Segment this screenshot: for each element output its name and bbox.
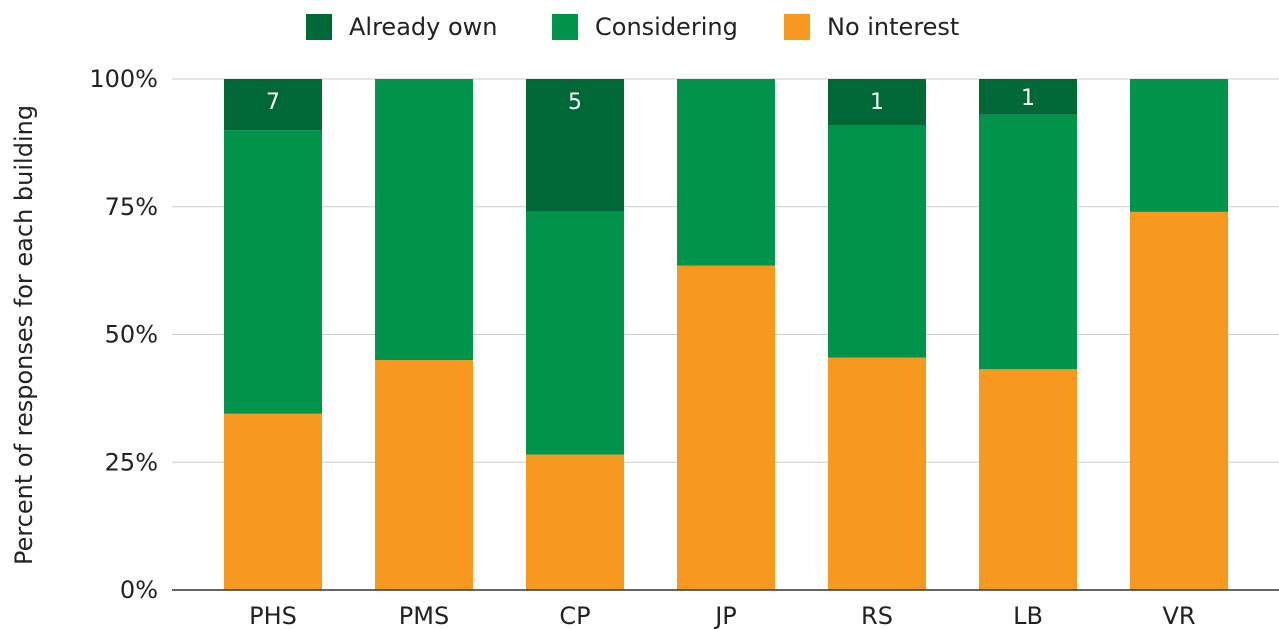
y-axis: 0% 25% 50% 75% 100% — [89, 65, 158, 604]
bar-group-pms — [375, 79, 473, 590]
x-tick-label-pms: PMS — [399, 602, 449, 629]
legend-label: Already own — [349, 13, 498, 41]
x-axis: PHS PMS CP JP RS LB VR — [172, 589, 1279, 629]
bar-phs-no-interest — [224, 413, 322, 590]
legend-swatch — [306, 14, 332, 40]
bar-lb-already-own — [979, 79, 1077, 115]
x-tick-label-vr: VR — [1162, 602, 1195, 629]
y-axis-title: Percent of responses for each building — [10, 105, 38, 565]
x-tick-label-cp: CP — [559, 602, 590, 629]
legend-item-already-own: Already own — [306, 13, 498, 41]
bar-vr-considering — [1130, 79, 1228, 212]
x-tick-label-phs: PHS — [249, 602, 297, 629]
y-tick-label: 50% — [105, 321, 158, 349]
bars: 7 5 1 1 — [224, 79, 1228, 591]
x-tick-label-rs: RS — [861, 602, 893, 629]
bar-pms-considering — [375, 79, 473, 361]
legend: Already own Considering No interest — [306, 13, 959, 41]
x-tick-label-jp: JP — [713, 602, 737, 629]
x-tick-label-lb: LB — [1013, 602, 1043, 629]
legend-swatch — [552, 14, 578, 40]
legend-label: No interest — [827, 13, 959, 41]
y-tick-label: 75% — [105, 193, 158, 221]
bar-rs-no-interest — [828, 357, 926, 590]
y-tick-label: 0% — [120, 576, 158, 604]
legend-label: Considering — [595, 13, 738, 41]
legend-item-no-interest: No interest — [784, 13, 959, 41]
data-label-rs: 1 — [870, 90, 884, 115]
bar-jp-no-interest — [677, 265, 775, 590]
bar-lb-no-interest — [979, 369, 1077, 590]
bar-rs-already-own — [828, 79, 926, 125]
bar-cp-already-own — [526, 79, 624, 212]
bar-cp-considering — [526, 211, 624, 455]
bar-cp-no-interest — [526, 454, 624, 590]
bar-group-lb: 1 — [979, 79, 1077, 590]
data-label-cp: 5 — [568, 90, 582, 115]
bar-phs-already-own — [224, 79, 322, 131]
bar-group-cp: 5 — [526, 79, 624, 590]
bar-rs-considering — [828, 124, 926, 358]
bar-vr-no-interest — [1130, 211, 1228, 591]
bar-group-jp — [677, 79, 775, 590]
data-label-lb: 1 — [1021, 86, 1035, 111]
legend-item-considering: Considering — [552, 13, 738, 41]
bar-pms-no-interest — [375, 360, 473, 590]
bar-lb-considering — [979, 114, 1077, 370]
bar-group-vr — [1130, 79, 1228, 591]
y-tick-label: 100% — [89, 65, 158, 93]
bar-group-rs: 1 — [828, 79, 926, 590]
bar-jp-considering — [677, 79, 775, 266]
legend-swatch — [784, 14, 810, 40]
data-label-phs: 7 — [266, 90, 280, 115]
y-tick-label: 25% — [105, 448, 158, 476]
bar-phs-considering — [224, 130, 322, 414]
bar-group-phs: 7 — [224, 79, 322, 590]
